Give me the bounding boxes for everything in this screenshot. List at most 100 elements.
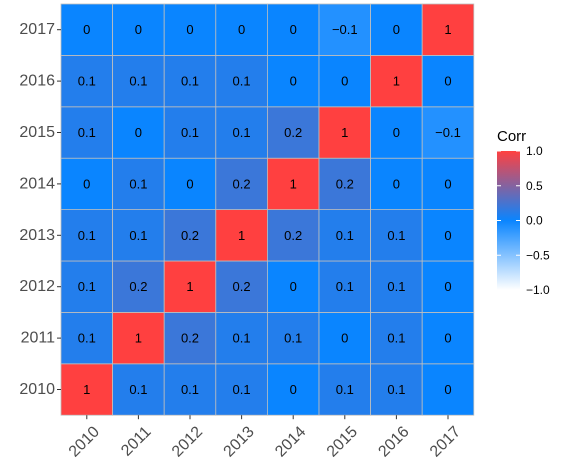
heatmap-cell — [421, 3, 475, 56]
heatmap-cell — [266, 157, 320, 210]
x-tick-label: 2016 — [375, 423, 412, 460]
cell-value-label: 0.2 — [284, 228, 302, 243]
heatmap-cells — [60, 3, 475, 416]
legend-ticks: 1.0 0.5 0.0 −0.5 −1.0 — [497, 144, 550, 297]
cell-value-label: 0.1 — [336, 228, 354, 243]
heatmap-cell — [318, 55, 371, 108]
cell-value-label: 0.1 — [78, 74, 96, 89]
cell-value-label: 0 — [444, 228, 451, 243]
cell-value-label: 0 — [290, 279, 297, 294]
heatmap-cell — [266, 311, 320, 365]
x-tick-label: 2017 — [427, 423, 464, 460]
heatmap-cell — [421, 209, 475, 262]
cell-value-label: 0 — [393, 176, 400, 191]
heatmap-cell — [266, 363, 320, 416]
legend-colorbar — [497, 151, 520, 290]
heatmap-cell — [112, 106, 165, 159]
x-axis: 2010 2011 2012 2013 2014 2015 2016 2017 — [66, 415, 464, 461]
cell-value-label: 0.1 — [284, 331, 302, 346]
cell-value-label: 0 — [393, 125, 400, 140]
heatmap-cell — [60, 209, 113, 262]
heatmap-cell — [421, 106, 475, 159]
y-tick-label: 2012 — [19, 278, 55, 295]
heatmap-cell — [112, 260, 165, 313]
heatmap-cell — [112, 157, 165, 210]
heatmap-cell — [421, 311, 475, 365]
heatmap-cell — [60, 55, 113, 108]
legend-tick-label: −0.5 — [526, 248, 550, 262]
cell-value-label: 0 — [444, 382, 451, 397]
heatmap-cell — [318, 157, 371, 210]
cell-value-label: 0 — [341, 74, 348, 89]
heatmap-cell-labels: 1 0.1 0.1 0.1 0 0.1 0.1 0 0.1 1 0.2 0.1 0.1 0 0.1 0 0.1 0… — [78, 22, 461, 397]
heatmap-cell — [215, 157, 268, 210]
cell-value-label: 1 — [135, 331, 142, 346]
y-tick-label: 2016 — [19, 73, 55, 90]
cell-value-label: 0 — [290, 382, 297, 397]
heatmap-cell — [318, 106, 371, 159]
cell-value-label: 0 — [444, 331, 451, 346]
cell-value-label: 1 — [83, 382, 90, 397]
heatmap-cell — [163, 209, 217, 262]
heatmap-cell — [421, 157, 475, 210]
heatmap-cell — [421, 260, 475, 313]
cell-value-label: 0.2 — [181, 331, 199, 346]
cell-value-label: 0.1 — [233, 331, 251, 346]
cell-value-label: 0.1 — [129, 74, 147, 89]
y-tick-label: 2013 — [19, 227, 55, 244]
heatmap-cell — [112, 55, 165, 108]
cell-value-label: 0.2 — [284, 125, 302, 140]
cell-value-label: 0.1 — [181, 74, 199, 89]
heatmap-cell — [370, 260, 423, 313]
y-axis: 2010 2011 2012 2013 2014 2015 2016 2017 — [19, 21, 61, 398]
x-tick-label: 2010 — [66, 423, 103, 460]
x-tick-label: 2012 — [169, 423, 206, 460]
cell-value-label: 0 — [290, 22, 297, 37]
cell-value-label: 0.1 — [129, 176, 147, 191]
cell-value-label: 0.1 — [78, 125, 96, 140]
heatmap-cell — [370, 55, 423, 108]
cell-value-label: 0.1 — [233, 382, 251, 397]
cell-value-label: 1 — [444, 22, 451, 37]
heatmap-cell — [112, 3, 165, 56]
cell-value-label: 0 — [290, 74, 297, 89]
heatmap-cell — [266, 55, 320, 108]
cell-value-label: −0.1 — [435, 125, 461, 140]
x-tick-label: 2013 — [221, 423, 258, 460]
cell-value-label: 0.2 — [181, 228, 199, 243]
heatmap-cell — [318, 3, 371, 56]
y-tick-label: 2017 — [19, 21, 55, 38]
cell-value-label: 0 — [83, 176, 90, 191]
cell-value-label: 0.1 — [336, 279, 354, 294]
cell-value-label: 0 — [393, 22, 400, 37]
heatmap-cell — [215, 3, 268, 56]
heatmap-cell — [266, 106, 320, 159]
heatmap-cell — [266, 209, 320, 262]
cell-value-label: 0.1 — [336, 382, 354, 397]
color-legend: Corr 1.0 0.5 0.0 −0.5 −1.0 — [497, 128, 550, 297]
heatmap-cell — [60, 363, 113, 416]
heatmap-cell — [215, 363, 268, 416]
legend-tick-label: 1.0 — [526, 144, 543, 158]
cell-value-label: 0.1 — [129, 382, 147, 397]
cell-value-label: 0.2 — [336, 176, 354, 191]
cell-value-label: −0.1 — [332, 22, 358, 37]
cell-value-label: 0.2 — [233, 279, 251, 294]
x-tick-label: 2014 — [272, 423, 309, 460]
x-tick-label: 2015 — [324, 423, 361, 460]
legend-title: Corr — [497, 128, 526, 145]
cell-value-label: 0.1 — [181, 382, 199, 397]
legend-tick-label: 0.0 — [526, 214, 543, 228]
heatmap-cell — [163, 157, 217, 210]
legend-tick-label: −1.0 — [526, 283, 550, 297]
heatmap-cell — [60, 106, 113, 159]
y-tick-label: 2010 — [19, 381, 55, 398]
y-tick-label: 2015 — [19, 124, 55, 141]
heatmap-cell — [215, 209, 268, 262]
cell-value-label: 0.1 — [181, 125, 199, 140]
cell-value-label: 0 — [135, 22, 142, 37]
cell-value-label: 0 — [444, 74, 451, 89]
heatmap-cell — [163, 3, 217, 56]
cell-value-label: 0.1 — [78, 228, 96, 243]
